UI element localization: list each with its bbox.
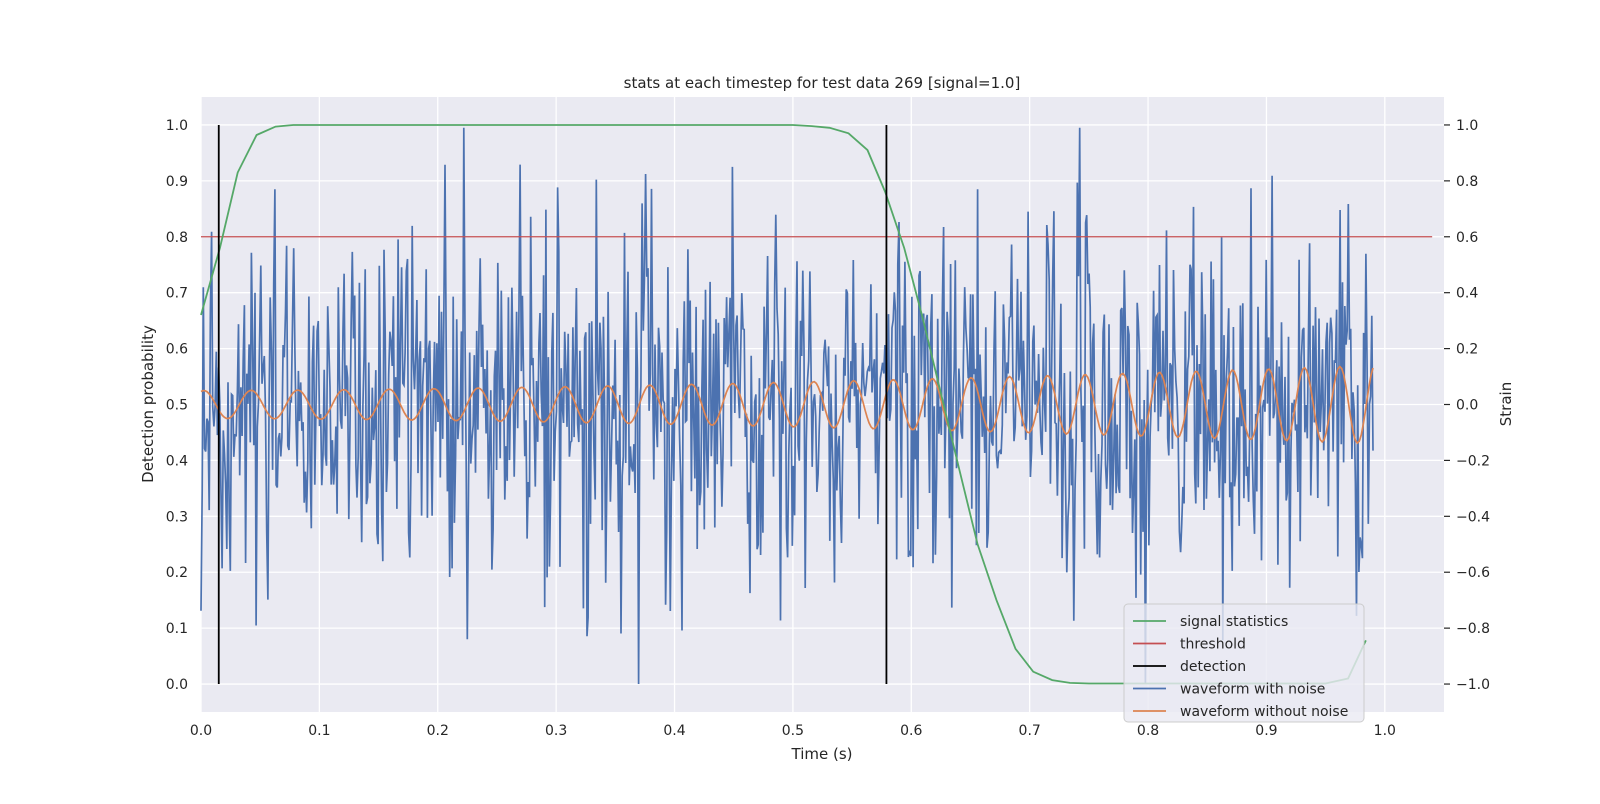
ticks-x: 0.0 0.1 0.2 0.3 0.4 0.5 0.6 0.7 0.8 0.9 1.0 [190,723,1396,739]
x-tick-label: 0.3 [545,723,567,739]
y-axis-label-right: Strain [1497,382,1515,426]
y-tick-label-left: 0.4 [166,453,188,469]
y-tick-label-right: 0.8 [1456,174,1478,190]
ticks-left: 0.0 0.1 0.2 0.3 0.4 0.5 0.6 0.7 0.8 0.9 1.0 [166,118,188,693]
x-tick-label: 0.8 [1137,723,1159,739]
y-tick-label-right: −1.0 [1456,677,1490,693]
legend-label: detection [1180,659,1246,675]
y-tick-label-right: 0.0 [1456,398,1478,414]
x-tick-label: 0.6 [900,723,922,739]
legend-label: signal statistics [1180,614,1288,630]
x-tick-label: 1.0 [1374,723,1396,739]
y-tick-label-right: −0.6 [1456,565,1490,581]
legend: signal statistics threshold detection wavef… [1123,603,1365,723]
ticks-right: −1.0 −0.8 −0.6 −0.4 −0.2 0.0 0.2 0.4 0.6 0.8 1.0 [1444,118,1490,693]
x-tick-label: 0.9 [1255,723,1277,739]
y-tick-label-left: 0.2 [166,565,188,581]
y-tick-label-left: 0.3 [166,509,188,525]
y-tick-label-right: 1.0 [1456,118,1478,134]
y-tick-label-left: 0.0 [166,677,188,693]
y-tick-label-left: 1.0 [166,118,188,134]
series-line-waveform-with-noise [200,127,1374,685]
series-line-waveform-without-noise [200,365,1374,445]
y-tick-label-left: 0.8 [166,230,188,246]
y-tick-label-left: 0.5 [166,398,188,414]
x-tick-label: 0.1 [308,723,330,739]
x-axis-label: Time (s) [791,745,853,763]
legend-box [1123,603,1365,723]
series-layer [200,124,1433,685]
y-tick-label-right: 0.6 [1456,230,1478,246]
legend-label: waveform with noise [1180,682,1325,698]
y-tick-label-right: 0.4 [1456,286,1478,302]
y-tick-label-right: 0.2 [1456,342,1478,358]
chart-title: stats at each timestep for test data 269… [624,74,1021,92]
y-tick-label-right: −0.4 [1456,509,1490,525]
x-tick-label: 0.7 [1019,723,1041,739]
legend-label: threshold [1180,637,1246,653]
series-line-signal-statistics [200,124,1367,685]
y-tick-label-left: 0.7 [166,286,188,302]
legend-label: waveform without noise [1180,704,1348,720]
x-tick-label: 0.0 [190,723,212,739]
y-tick-label-right: −0.2 [1456,453,1490,469]
x-tick-label: 0.2 [427,723,449,739]
y-tick-label-left: 0.6 [166,342,188,358]
x-tick-label: 0.4 [663,723,685,739]
x-tick-label: 0.5 [782,723,804,739]
y-tick-label-left: 0.1 [166,621,188,637]
y-tick-label-left: 0.9 [166,174,188,190]
y-axis-label-left: Detection probability [139,325,157,483]
y-tick-label-right: −0.8 [1456,621,1490,637]
